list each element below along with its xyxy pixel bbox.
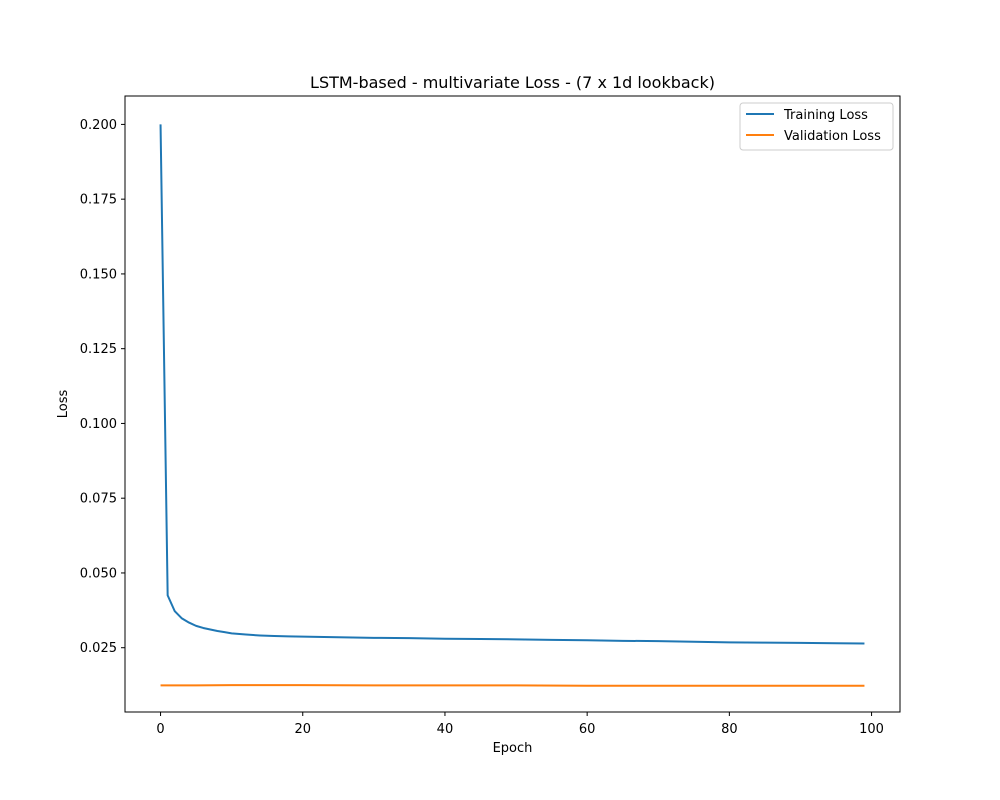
y-axis: 0.025 0.050 0.075 0.100 0.125 0.150 0.175 0.200 <box>80 118 125 656</box>
y-tick-label: 0.175 <box>80 193 117 208</box>
axes-frame <box>124 95 901 713</box>
y-tick-label: 0.025 <box>80 641 117 656</box>
series-line-validation-loss <box>160 684 865 687</box>
y-tick-label: 0.100 <box>80 417 117 432</box>
x-tick-label: 80 <box>721 722 738 737</box>
y-tick-label: 0.150 <box>80 267 117 282</box>
y-tick-label: 0.200 <box>80 118 117 133</box>
x-tick-label: 60 <box>579 722 596 737</box>
legend-box <box>739 102 894 151</box>
series-line-training-loss <box>159 124 865 645</box>
legend-validation-label: Validation Loss <box>784 129 881 144</box>
x-tick-label: 100 <box>859 722 884 737</box>
plot-area <box>159 124 865 687</box>
legend-training-label: Training Loss <box>783 108 868 123</box>
x-tick-label: 40 <box>437 722 454 737</box>
x-tick-label: 20 <box>294 722 311 737</box>
y-tick-label: 0.050 <box>80 566 117 581</box>
y-axis-label: Loss <box>56 390 71 419</box>
y-tick-label: 0.075 <box>80 492 117 507</box>
x-axis: 0 20 40 60 80 100 <box>156 712 884 737</box>
chart-title: LSTM-based - multivariate Loss - (7 x 1d… <box>310 73 715 92</box>
x-tick-label: 0 <box>156 722 164 737</box>
legend: Training Loss Validation Loss <box>739 102 894 151</box>
y-tick-label: 0.125 <box>80 342 117 357</box>
x-axis-label: Epoch <box>493 741 533 756</box>
